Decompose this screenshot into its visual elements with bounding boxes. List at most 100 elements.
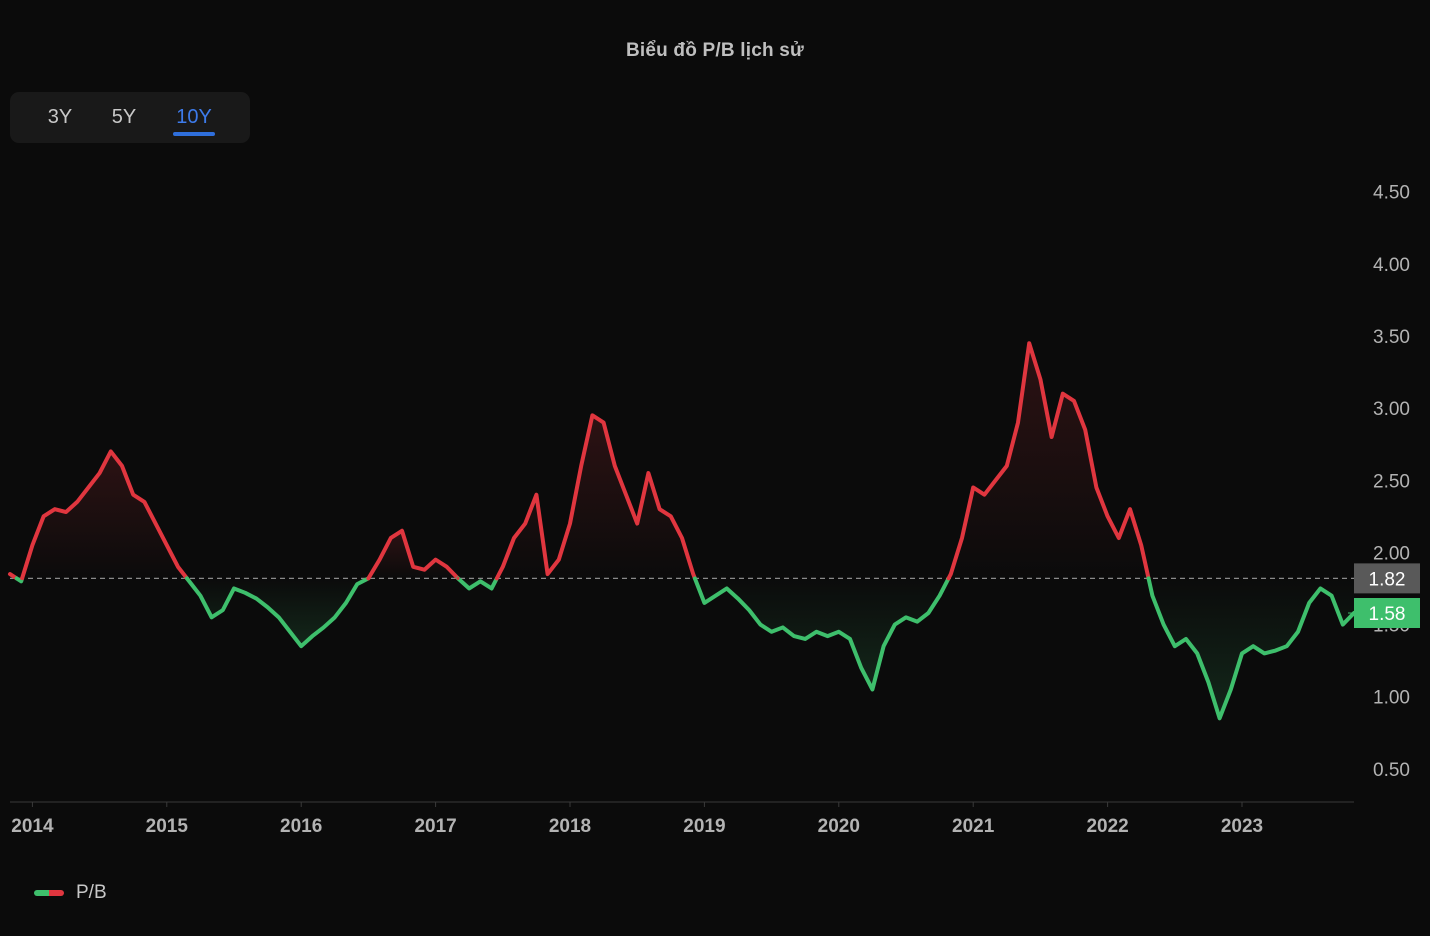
data-point-16: [187, 579, 191, 583]
data-point-21: [243, 591, 247, 595]
data-point-107: [1206, 680, 1210, 684]
area-below-7: [694, 578, 949, 690]
data-point-88: [994, 478, 998, 482]
x-tick-label-2020: 2020: [818, 816, 860, 837]
series-line-segment-3: [184, 576, 371, 649]
data-point-22: [254, 597, 258, 601]
data-point-58: [658, 507, 662, 511]
area-above-4: [368, 530, 458, 579]
data-point-70: [792, 634, 796, 638]
data-point-101: [1139, 543, 1143, 547]
data-point-11: [131, 493, 135, 497]
data-point-25: [288, 630, 292, 634]
data-point-73: [826, 634, 830, 638]
data-point-83: [938, 594, 942, 598]
data-point-86: [971, 485, 975, 489]
y-tick-label-7: 4.00: [1373, 255, 1410, 276]
legend-swatch: [34, 890, 64, 896]
data-point-108: [1218, 716, 1222, 720]
data-point-109: [1229, 687, 1233, 691]
data-point-106: [1195, 651, 1199, 655]
data-point-111: [1251, 644, 1255, 648]
data-point-56: [635, 522, 639, 526]
data-point-2: [30, 543, 34, 547]
data-point-91: [1027, 341, 1031, 345]
data-point-5: [64, 510, 68, 514]
data-point-87: [982, 493, 986, 497]
data-point-102: [1150, 594, 1154, 598]
series-line-segment-6: [494, 413, 697, 581]
data-point-105: [1184, 637, 1188, 641]
data-point-31: [355, 582, 359, 586]
data-point-26: [299, 644, 303, 648]
data-point-116: [1307, 601, 1311, 605]
data-point-94: [1061, 392, 1065, 396]
data-point-74: [837, 630, 841, 634]
data-point-50: [568, 522, 572, 526]
tab-10y-label: 10Y: [176, 106, 212, 128]
legend[interactable]: P/B: [34, 882, 107, 904]
data-point-84: [949, 572, 953, 576]
data-point-19: [221, 608, 225, 612]
data-point-80: [904, 615, 908, 619]
x-tick-label-2016: 2016: [280, 816, 322, 837]
data-point-104: [1173, 644, 1177, 648]
y-tick-label-1: 1.00: [1373, 688, 1410, 709]
reference-value-box: [1354, 563, 1420, 594]
y-tick-label-0: 0.50: [1373, 760, 1410, 781]
current-value-box: [1354, 598, 1420, 629]
data-point-37: [422, 568, 426, 572]
data-point-89: [1005, 464, 1009, 468]
current-value-label: 1.58: [1369, 604, 1406, 625]
data-point-72: [814, 630, 818, 634]
data-point-119: [1341, 623, 1345, 627]
x-tick-label-2014: 2014: [11, 816, 54, 837]
data-point-77: [870, 687, 874, 691]
data-point-95: [1072, 399, 1076, 403]
data-point-34: [389, 536, 393, 540]
data-point-93: [1050, 435, 1054, 439]
data-point-103: [1162, 623, 1166, 627]
y-tick-label-3: 2.00: [1373, 543, 1410, 564]
data-point-8: [98, 471, 102, 475]
data-point-61: [691, 572, 695, 576]
data-point-20: [232, 586, 236, 590]
data-point-110: [1240, 651, 1244, 655]
data-point-68: [770, 630, 774, 634]
data-point-42: [478, 579, 482, 583]
data-point-81: [915, 620, 919, 624]
data-point-79: [893, 623, 897, 627]
data-point-10: [120, 464, 124, 468]
data-point-40: [456, 576, 460, 580]
data-point-18: [210, 615, 214, 619]
data-point-23: [266, 605, 270, 609]
data-point-9: [109, 449, 113, 453]
data-point-118: [1330, 594, 1334, 598]
data-point-29: [333, 615, 337, 619]
data-point-46: [523, 522, 527, 526]
data-point-82: [926, 611, 930, 615]
x-tick-label-2023: 2023: [1221, 816, 1263, 837]
data-point-112: [1262, 651, 1266, 655]
y-tick-label-6: 3.50: [1373, 327, 1410, 348]
x-tick-label-2015: 2015: [146, 816, 189, 837]
data-point-62: [702, 601, 706, 605]
tab-3y[interactable]: 3Y: [40, 104, 80, 134]
data-point-69: [781, 625, 785, 629]
data-point-65: [736, 597, 740, 601]
data-point-99: [1117, 536, 1121, 540]
data-point-48: [546, 572, 550, 576]
data-point-3: [42, 514, 46, 518]
series-line-segment-9: [1146, 576, 1356, 721]
data-point-27: [310, 634, 314, 638]
data-point-54: [613, 464, 617, 468]
tab-5y[interactable]: 5Y: [104, 104, 144, 134]
data-point-0: [8, 572, 12, 576]
data-point-44: [501, 565, 505, 569]
data-point-49: [557, 558, 561, 562]
x-tick-label-2019: 2019: [683, 816, 725, 837]
area-above-2: [22, 451, 187, 579]
tab-10y[interactable]: 10Y: [173, 104, 215, 136]
x-tick-label-2022: 2022: [1086, 816, 1128, 837]
data-point-38: [434, 558, 438, 562]
